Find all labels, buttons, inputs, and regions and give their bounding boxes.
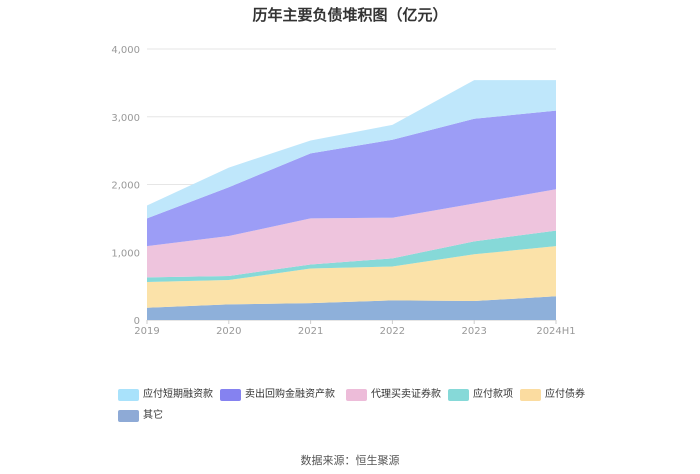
legend-swatch	[118, 389, 139, 401]
legend-label: 应付短期融资款	[143, 389, 213, 400]
y-tick-label: 4,000	[111, 45, 140, 56]
area-series-2[interactable]	[147, 230, 556, 283]
x-tick-label: 2023	[461, 326, 486, 337]
area-series-0[interactable]	[147, 296, 556, 320]
chart-title: 历年主要负债堆积图（亿元）	[252, 6, 448, 24]
x-tick-label: 2024H1	[536, 326, 575, 337]
x-tick-label: 2022	[380, 326, 405, 337]
y-tick-label: 2,000	[111, 181, 140, 192]
legend-label: 应付债券	[545, 389, 585, 400]
legend-label: 其它	[143, 410, 163, 421]
legend-label: 代理买卖证券款	[371, 389, 441, 400]
legend-label: 卖出回购金融资产款	[245, 389, 335, 400]
y-tick-label: 1,000	[111, 248, 140, 259]
area-series-1[interactable]	[147, 246, 556, 308]
legend-swatch	[118, 410, 139, 422]
x-tick-label: 2019	[134, 326, 159, 337]
x-tick-label: 2021	[298, 326, 323, 337]
legend-swatch	[220, 389, 241, 401]
area-series-4[interactable]	[147, 110, 556, 247]
y-tick-label: 0	[134, 316, 140, 327]
x-tick-label: 2020	[216, 326, 241, 337]
legend-swatch	[448, 389, 469, 401]
axis-layer: 0 1,000 2,000 3,000 4,000 2019 2020 2021 2022 202…	[111, 45, 575, 337]
legend-swatch	[520, 389, 541, 401]
y-tick-label: 3,000	[111, 113, 140, 124]
area-series-3[interactable]	[147, 189, 556, 278]
area-series-5[interactable]	[147, 80, 556, 219]
area-layer	[147, 80, 556, 320]
data-source: 数据来源：恒生聚源	[300, 454, 400, 467]
legend-label: 应付款项	[473, 389, 513, 400]
legend-swatch	[346, 389, 367, 401]
